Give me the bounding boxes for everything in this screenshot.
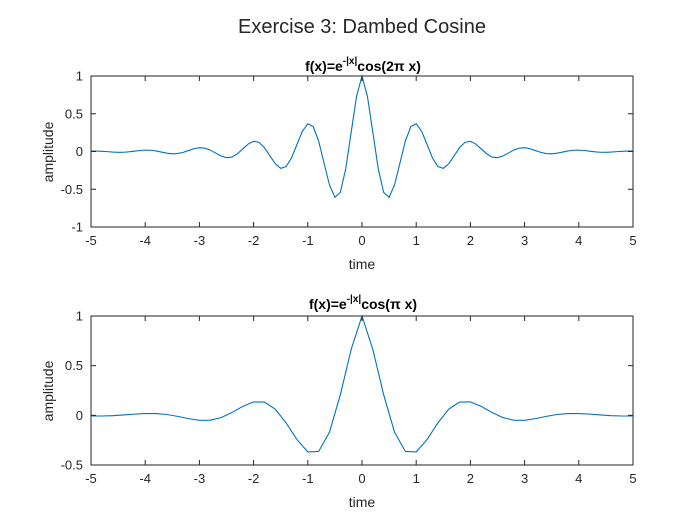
bottom-y-tick-label: 0 (76, 408, 83, 423)
bottom-plot-area: -5 -4 -3 -2 -1 0 1 2 3 4 5 -0.5 0 0.5 1 (61, 309, 637, 487)
top-axes-box (90, 75, 634, 228)
bottom-subplot: f(x)=e-|x|cos(π x) time amplitude -5 -4 -3… (40, 294, 637, 510)
bottom-x-tick-label: 0 (358, 471, 365, 486)
top-y-tick-label: 0 (76, 144, 83, 159)
top-y-tick-label: 0.5 (65, 106, 83, 121)
top-x-tick-label: 4 (575, 233, 582, 248)
top-plot-area: -5 -4 -3 -2 -1 0 1 2 3 4 5 -1 -0.5 0 0.5 1 (61, 69, 637, 249)
top-subplot: f(x)=e-|x|cos(2π x) time amplitude -5 -4-… (40, 56, 637, 272)
bottom-y-tick-label: 0.5 (65, 358, 83, 373)
bottom-x-tick-label: 1 (413, 471, 420, 486)
top-plot-title-suffix: cos(2π x) (357, 58, 421, 74)
bottom-x-tick-label: -2 (248, 471, 260, 486)
top-y-tick-label: 1 (76, 69, 83, 84)
bottom-axes-box (90, 315, 634, 466)
top-x-tick-label: 3 (521, 233, 528, 248)
bottom-x-tick-label: 4 (575, 471, 582, 486)
top-plot-title-exponent: -|x| (343, 56, 358, 67)
top-plot-title-prefix: f(x)=e (305, 58, 343, 74)
bottom-x-axis-label: time (349, 494, 376, 510)
top-x-axis-label: time (349, 256, 376, 272)
bottom-y-axis-label: amplitude (40, 360, 56, 421)
bottom-plot-title-prefix: f(x)=e (309, 296, 347, 312)
bottom-y-tick-label: 1 (76, 309, 83, 324)
bottom-plot-title: f(x)=e-|x|cos(π x) (309, 294, 417, 312)
bottom-x-tick-label: -3 (194, 471, 206, 486)
figure-suptitle: Exercise 3: Dambed Cosine (238, 16, 486, 38)
top-x-tick-label: 2 (467, 233, 474, 248)
top-y-tick-label: -1 (71, 220, 83, 235)
top-x-tick-label: -1 (302, 233, 314, 248)
bottom-x-tick-label: 5 (629, 471, 636, 486)
top-y-tick-label: -0.5 (61, 182, 83, 197)
bottom-x-tick-label: 3 (521, 471, 528, 486)
top-x-tick-label: 5 (629, 233, 636, 248)
top-x-tick-label: -3 (194, 233, 206, 248)
top-x-tick-label: -2 (248, 233, 260, 248)
top-y-axis-label: amplitude (40, 121, 56, 182)
bottom-x-tick-label: -1 (302, 471, 314, 486)
bottom-x-tick-label: -5 (85, 471, 97, 486)
bottom-plot-title-exponent: -|x| (347, 294, 362, 305)
bottom-plot-title-suffix: cos(π x) (361, 296, 417, 312)
bottom-x-tick-label: -4 (139, 471, 151, 486)
top-x-tick-label: 1 (413, 233, 420, 248)
top-x-tick-label: 0 (358, 233, 365, 248)
bottom-x-tick-label: 2 (467, 471, 474, 486)
top-plot-title: f(x)=e-|x|cos(2π x) (305, 56, 421, 74)
top-x-tick-label: -4 (139, 233, 151, 248)
bottom-y-tick-label: -0.5 (61, 458, 83, 473)
top-x-tick-label: -5 (85, 233, 97, 248)
